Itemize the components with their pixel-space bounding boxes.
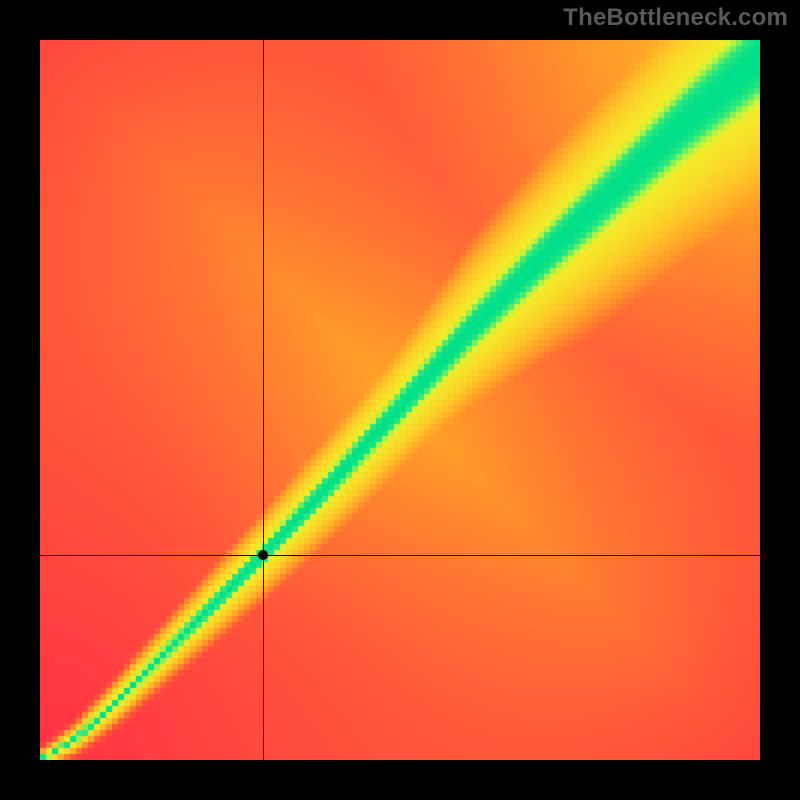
heatmap-canvas — [40, 40, 760, 760]
watermark-text: TheBottleneck.com — [563, 4, 788, 32]
heatmap-plot-area — [40, 40, 760, 760]
heatmap-frame: TheBottleneck.com — [0, 0, 800, 800]
